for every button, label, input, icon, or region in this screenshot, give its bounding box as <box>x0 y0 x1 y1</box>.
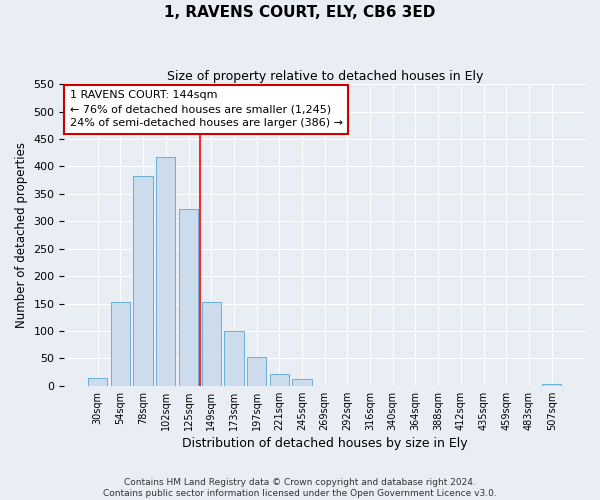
X-axis label: Distribution of detached houses by size in Ely: Distribution of detached houses by size … <box>182 437 467 450</box>
Bar <box>179 209 198 386</box>
Text: 1, RAVENS COURT, ELY, CB6 3ED: 1, RAVENS COURT, ELY, CB6 3ED <box>164 5 436 20</box>
Bar <box>224 331 244 386</box>
Y-axis label: Number of detached properties: Number of detached properties <box>15 142 28 328</box>
Bar <box>542 384 562 386</box>
Bar <box>133 176 153 386</box>
Title: Size of property relative to detached houses in Ely: Size of property relative to detached ho… <box>167 70 483 83</box>
Bar <box>247 357 266 386</box>
Bar <box>269 374 289 386</box>
Bar <box>88 378 107 386</box>
Text: 1 RAVENS COURT: 144sqm
← 76% of detached houses are smaller (1,245)
24% of semi-: 1 RAVENS COURT: 144sqm ← 76% of detached… <box>70 90 343 128</box>
Bar <box>292 379 311 386</box>
Bar <box>111 302 130 386</box>
Bar <box>202 302 221 386</box>
Text: Contains HM Land Registry data © Crown copyright and database right 2024.
Contai: Contains HM Land Registry data © Crown c… <box>103 478 497 498</box>
Bar <box>156 156 175 386</box>
